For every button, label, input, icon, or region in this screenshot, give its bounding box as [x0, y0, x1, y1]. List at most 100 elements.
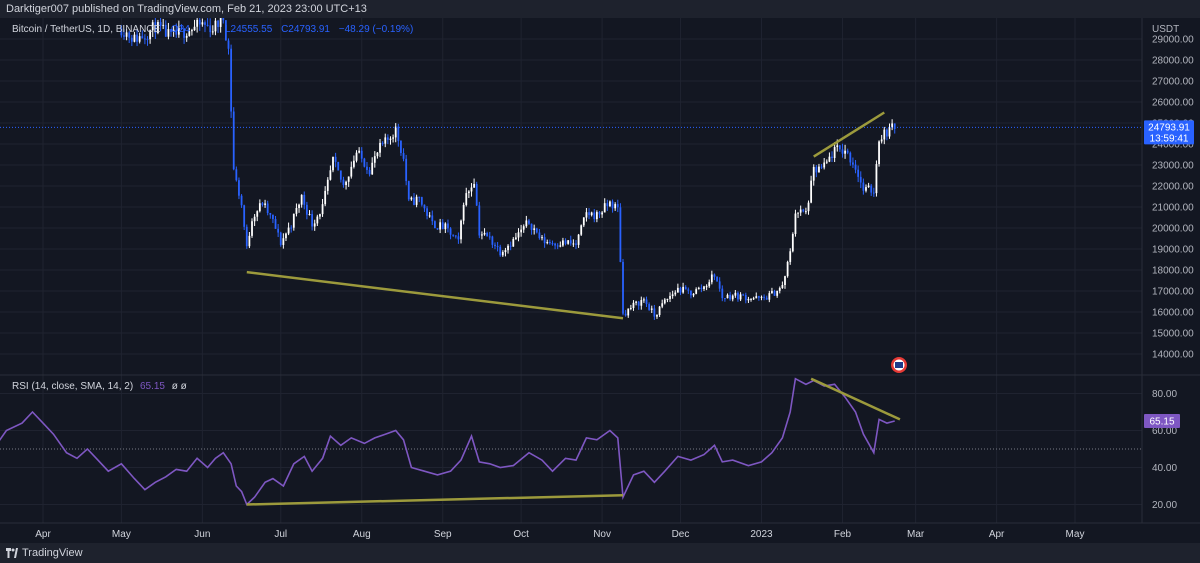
tradingview-logo-icon	[6, 548, 18, 558]
candle-body	[820, 166, 823, 168]
candle-body	[149, 30, 152, 40]
candle-body	[151, 22, 154, 31]
grid-lines	[0, 18, 1142, 523]
candle-body	[797, 212, 799, 214]
candle-body	[138, 36, 141, 42]
candle-body	[407, 181, 410, 200]
candle-body	[222, 18, 225, 21]
candle-body	[679, 287, 682, 293]
candle-body	[211, 31, 214, 33]
candle-body	[183, 28, 185, 38]
candle-body	[326, 179, 329, 191]
candle-body	[512, 238, 515, 247]
candle-body	[562, 240, 564, 246]
candle-body	[773, 291, 776, 296]
candle-body	[731, 295, 734, 300]
candle-body	[891, 123, 894, 128]
candle-body	[810, 180, 813, 203]
candle-body	[828, 156, 831, 162]
candle-body	[857, 169, 860, 177]
candle-body	[196, 19, 199, 27]
x-tick-label: May	[112, 529, 131, 540]
rsi-extra-label: ø ø	[171, 381, 187, 392]
candle-body	[347, 176, 350, 182]
candle-body	[885, 129, 888, 137]
candle-body	[710, 274, 713, 283]
candle-body	[750, 298, 752, 300]
candle-body	[703, 286, 705, 290]
candle-body	[588, 212, 590, 216]
candle-body	[653, 308, 656, 317]
candle-body	[460, 220, 462, 240]
candle-body	[632, 302, 635, 308]
x-tick-label: Oct	[513, 529, 529, 540]
price-tick-label: 20000.00	[1152, 224, 1194, 235]
candle-body	[219, 18, 222, 27]
candle-body	[697, 287, 700, 290]
candle-body	[635, 301, 637, 303]
candle-body	[204, 22, 206, 25]
candle-body	[778, 288, 781, 291]
candle-body	[763, 296, 765, 298]
candle-body	[465, 193, 468, 205]
candle-body	[629, 307, 632, 309]
candle-body	[572, 243, 575, 245]
candle-body	[705, 286, 708, 288]
candle-body	[415, 196, 418, 205]
candle-body	[771, 291, 773, 294]
ohlc-values: L24555.55 C24793.91 −48.29 (−0.19%)	[225, 24, 413, 35]
candle-body	[815, 166, 818, 173]
rsi-value-tag	[1144, 413, 1180, 428]
price-tick-label: 19000.00	[1152, 245, 1194, 256]
price-tick-label: 26000.00	[1152, 98, 1194, 109]
price-tick-label: 21000.00	[1152, 203, 1194, 214]
candle-body	[433, 221, 436, 229]
candle-body	[692, 293, 695, 296]
candle-body	[781, 284, 784, 289]
candle-body	[786, 261, 789, 277]
candle-body	[130, 37, 133, 42]
candle-body	[546, 242, 549, 244]
us-flag-icon	[891, 357, 907, 373]
candle-body	[676, 287, 679, 293]
candle-body	[206, 24, 209, 26]
candle-body	[248, 235, 251, 247]
candle-body	[185, 35, 188, 38]
candle-body	[559, 245, 562, 247]
countdown-label: 13:59:41	[1150, 133, 1189, 144]
candle-body	[533, 228, 536, 230]
candles	[120, 18, 896, 320]
candle-body	[624, 313, 627, 316]
candle-body	[716, 276, 718, 282]
candle-body	[235, 169, 238, 181]
candle-body	[287, 227, 290, 234]
candle-body	[862, 182, 865, 191]
x-tick-label: Mar	[907, 529, 925, 540]
candle-body	[893, 123, 896, 130]
candle-body	[807, 202, 810, 212]
axes: Apr May Jun Jul Aug Sep Oct Nov Dec 2023 Feb Mar Apr…	[0, 18, 1200, 540]
candle-body	[308, 214, 311, 216]
candle-body	[146, 38, 149, 40]
candle-body	[180, 27, 183, 29]
x-tick-label: 2023	[750, 529, 773, 540]
candle-body	[272, 214, 274, 220]
candle-body	[598, 212, 601, 215]
price-tick-label: 24000.00	[1152, 140, 1194, 151]
price-trendline	[246, 270, 624, 320]
x-tick-label: Apr	[35, 529, 51, 540]
candle-body	[791, 233, 794, 252]
candle-body	[742, 294, 745, 296]
candle-body	[462, 204, 465, 221]
symbol-legend: Bitcoin / TetherUS, 1D, BINANCE O24	[12, 24, 190, 35]
price-rsi-chart[interactable]: Apr May Jun Jul Aug Sep Oct Nov Dec 2023 Feb Mar Apr…	[0, 18, 1200, 543]
candle-body	[392, 137, 394, 139]
candle-body	[543, 237, 546, 244]
candle-body	[865, 187, 867, 191]
candle-body	[849, 152, 852, 163]
price-tick-label: 15000.00	[1152, 329, 1194, 340]
candle-body	[760, 296, 763, 298]
candle-body	[504, 250, 507, 253]
rsi-trendline	[810, 377, 901, 421]
candle-body	[253, 216, 256, 222]
